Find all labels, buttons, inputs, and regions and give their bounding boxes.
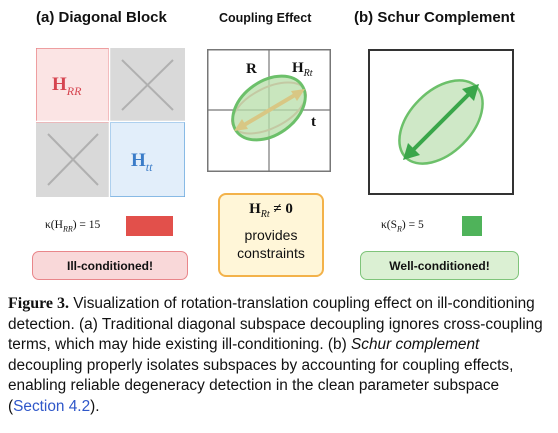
schur-arrow-head-left [403,143,420,160]
arrow-head-left [234,119,248,131]
panel-a-title: (a) Diagonal Block [36,9,167,26]
schur-matrix [368,49,514,195]
off-diagonal-cross-top [121,59,174,111]
off-diagonal-cross-bottom [47,133,99,186]
panel-b-title: (b) Schur Complement [354,9,515,26]
ill-conditioned-badge: Ill-conditioned! [32,251,188,280]
label-t: t [311,114,316,130]
caption-text-2: decoupling properly isolates subspaces b… [8,356,514,415]
caption-text-3: ). [90,397,100,415]
coupling-title: Coupling Effect [219,11,312,25]
note-math: HRt ≠ 0 [249,201,293,220]
arrow-head-right [291,89,305,101]
figure-caption: Figure 3. Visualization of rotation-tran… [8,294,553,417]
block-rr-label: HRR [52,74,82,98]
coupling-arrow [237,90,302,130]
coupling-matrix [207,49,331,172]
kappa-sr-swatch [462,216,482,236]
well-conditioned-badge: Well-conditioned! [360,251,519,280]
schur-arrow [406,87,476,157]
section-link[interactable]: Section 4.2 [13,397,91,415]
schur-arrow-head-right [462,84,479,101]
block-tt-label: Htt [131,150,153,174]
kappa-rr-swatch [126,216,173,236]
diagonal-block-matrix [36,48,185,197]
caption-text-1: Visualization of rotation-translation co… [8,295,543,353]
note-line-1: provides [244,227,298,243]
kappa-sr-text: κ(SR) = 5 [381,219,424,234]
figure-label: Figure 3. [8,295,70,312]
label-h-rt: HRt [292,60,313,79]
kappa-rr-text: κ(HRR) = 15 [45,219,101,234]
caption-italic: Schur complement [351,336,480,353]
label-r: R [246,61,257,77]
block-rr [36,48,110,123]
constraint-note: HRt ≠ 0 provides constraints [218,193,324,277]
note-line-2: constraints [237,245,305,261]
